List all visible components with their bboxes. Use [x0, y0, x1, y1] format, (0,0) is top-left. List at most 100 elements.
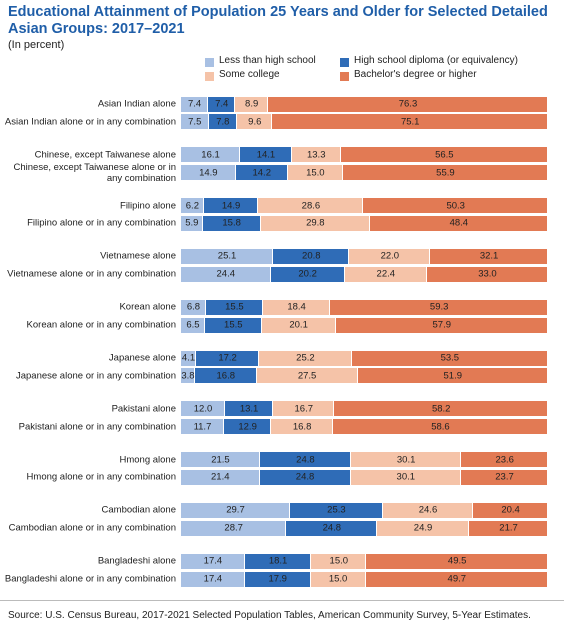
value-label: 28.6 [301, 200, 321, 212]
bar-segment [259, 452, 350, 468]
value-label: 15.0 [328, 573, 348, 585]
category-label: Cambodian alone [101, 504, 176, 516]
bar-segment [344, 266, 426, 282]
bar-segment [244, 553, 311, 569]
bar-segment [351, 350, 547, 366]
bar-segment [181, 419, 223, 435]
bar-segment [181, 266, 270, 282]
value-label: 56.5 [435, 149, 454, 161]
source-note: Source: U.S. Census Bureau, 2017-2021 Se… [8, 610, 531, 621]
category-label: Pakistani alone or in any combination [18, 421, 176, 433]
value-label: 32.1 [479, 250, 499, 262]
value-label: 28.7 [224, 522, 243, 534]
legend-swatch [205, 71, 214, 81]
bar-segment [225, 401, 273, 417]
bar-segment [310, 571, 365, 587]
bar-segment [272, 114, 547, 130]
value-label: 49.7 [447, 573, 467, 585]
value-label: 30.1 [396, 454, 416, 466]
category-label: Hmong alone or in any combination [26, 471, 176, 483]
bar-segment [267, 96, 547, 112]
bar-segment [208, 96, 235, 112]
bar-segment [259, 350, 351, 366]
value-label: 3.8 [181, 370, 195, 382]
bar-segment [270, 266, 344, 282]
bar-segment [286, 520, 377, 536]
value-label: 9.6 [248, 116, 262, 128]
category-label: Filipino alone [120, 200, 176, 212]
value-label: 13.3 [306, 149, 326, 161]
chart-subtitle: (In percent) [8, 39, 65, 51]
value-label: 75.1 [400, 116, 420, 128]
bar-segment [181, 350, 196, 366]
category-label: Chinese, except Taiwanese alone or in an… [13, 161, 176, 184]
value-label: 7.5 [188, 116, 202, 128]
category-label: Hmong alone [119, 454, 176, 466]
bar-segment [240, 147, 291, 163]
value-label: 27.5 [297, 370, 317, 382]
bar-segment [181, 401, 225, 417]
value-label: 76.3 [398, 98, 418, 110]
value-label: 16.7 [294, 403, 314, 415]
bar-segment [365, 571, 547, 587]
value-label: 17.4 [203, 555, 223, 567]
value-label: 20.2 [298, 268, 317, 280]
bar-segment [235, 165, 287, 181]
bar-segment [244, 571, 310, 587]
value-label: 15.0 [329, 555, 349, 567]
value-label: 14.9 [221, 200, 241, 212]
value-label: 29.7 [226, 504, 245, 516]
value-label: 11.7 [193, 421, 212, 433]
bar-segment [223, 419, 271, 435]
value-label: 7.8 [216, 116, 230, 128]
category-label: Filipino alone or in any combination [27, 217, 176, 229]
bar-segment [181, 147, 240, 163]
value-label: 24.8 [295, 471, 315, 483]
bar-segment [262, 299, 330, 315]
value-label: 53.5 [440, 352, 460, 364]
bar-segment [181, 469, 259, 485]
value-label: 29.8 [306, 217, 325, 229]
bar-segment [363, 198, 547, 214]
bar-segment [181, 520, 286, 536]
bar-segment [181, 114, 208, 130]
value-label: 6.5 [186, 319, 200, 331]
bar-segment [349, 248, 430, 264]
bar-segment [181, 215, 202, 231]
bar-segment [461, 452, 547, 468]
bar-segment [430, 248, 547, 264]
value-label: 6.2 [185, 200, 199, 212]
value-label: 17.4 [203, 573, 223, 585]
bar-segment [205, 299, 262, 315]
bar-segment [273, 401, 334, 417]
bar-segment [350, 452, 461, 468]
value-label: 12.0 [193, 403, 213, 415]
chart-title: Educational Attainment of Population 25 … [8, 4, 548, 37]
value-label: 23.6 [495, 454, 514, 466]
bar-segment [204, 317, 261, 333]
value-label: 55.9 [436, 167, 455, 179]
bar-segment [334, 401, 547, 417]
bar-segment [370, 215, 547, 231]
value-label: 4.1 [181, 352, 196, 364]
legend-label: Bachelor's degree or higher [354, 69, 477, 80]
value-label: 13.1 [239, 403, 259, 415]
bar-segment [271, 419, 332, 435]
bar-segment [291, 147, 340, 163]
bar-segment [261, 317, 335, 333]
value-label: 24.6 [418, 504, 438, 516]
category-label: Japanese alone or in any combination [15, 370, 176, 382]
value-label: 21.5 [211, 454, 230, 466]
legend-label: Less than high school [219, 55, 316, 66]
value-label: 7.4 [187, 98, 202, 110]
value-label: 23.7 [495, 471, 514, 483]
category-label: Japanese alone [108, 352, 176, 364]
bar-segment [181, 96, 208, 112]
category-label: Bangladeshi alone [97, 555, 176, 567]
legend-swatch [205, 57, 214, 67]
bar-segment [235, 96, 267, 112]
category-label: Asian Indian alone or in any combination [4, 116, 176, 128]
value-label: 15.8 [222, 217, 241, 229]
bar-segment [473, 502, 547, 518]
value-label: 59.3 [429, 301, 449, 313]
